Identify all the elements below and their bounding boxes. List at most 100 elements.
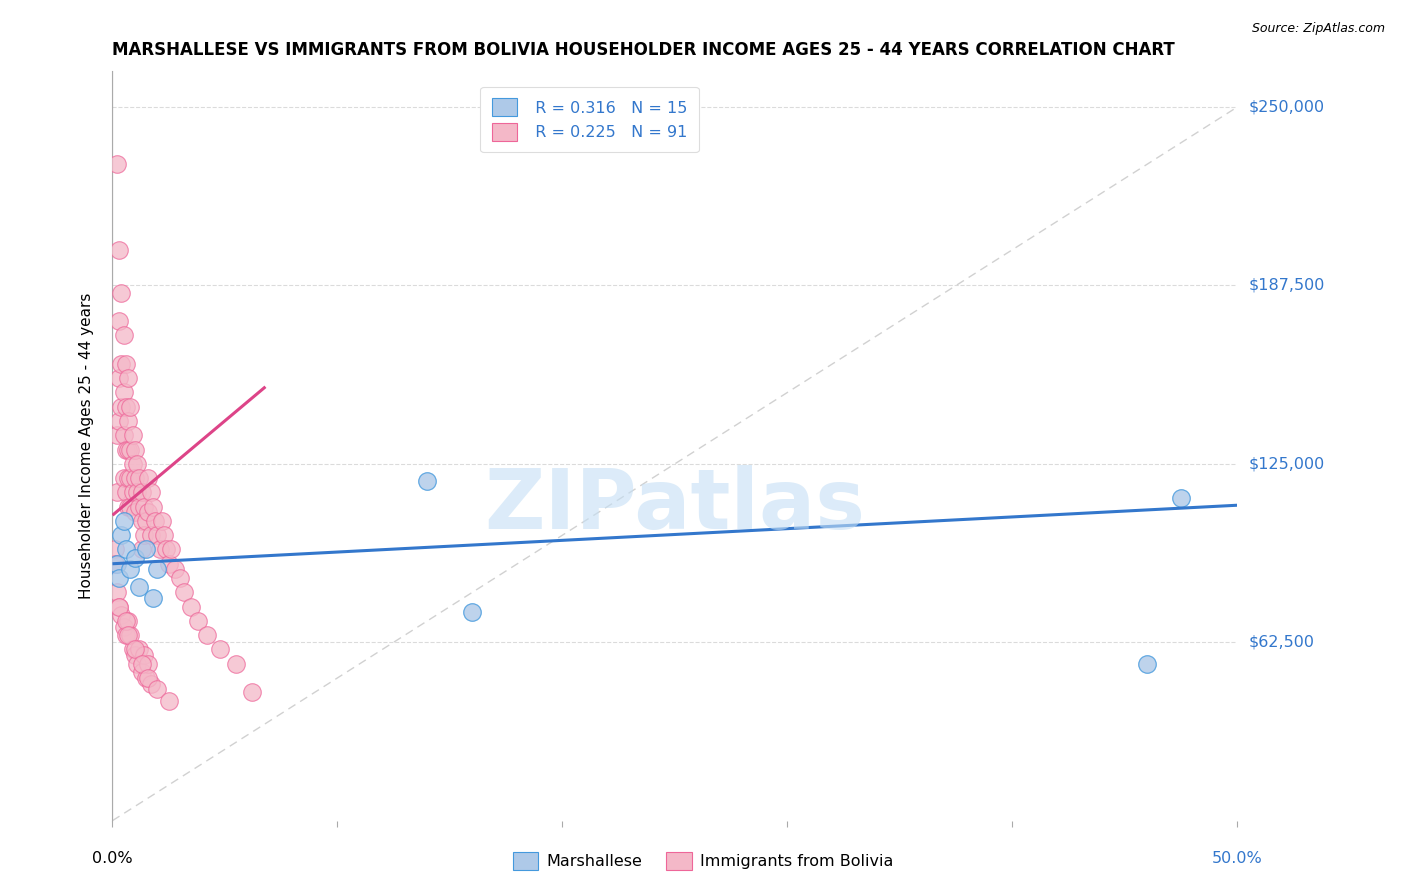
Point bbox=[112, 428, 135, 442]
Point bbox=[120, 471, 142, 485]
Point bbox=[124, 648, 146, 662]
Point bbox=[131, 542, 153, 557]
Point bbox=[121, 457, 143, 471]
Point bbox=[180, 599, 202, 614]
Point bbox=[127, 485, 149, 500]
Point bbox=[117, 500, 139, 514]
Point bbox=[112, 385, 135, 400]
Point bbox=[173, 585, 195, 599]
Point bbox=[1170, 491, 1192, 505]
Point bbox=[105, 157, 128, 171]
Point bbox=[195, 628, 218, 642]
Point bbox=[135, 514, 157, 528]
Point bbox=[146, 682, 169, 697]
Point bbox=[139, 485, 162, 500]
Text: $125,000: $125,000 bbox=[1249, 457, 1324, 471]
Text: $187,500: $187,500 bbox=[1249, 278, 1324, 293]
Point bbox=[120, 500, 142, 514]
Point bbox=[110, 285, 132, 300]
Point bbox=[461, 605, 484, 619]
Point bbox=[187, 614, 209, 628]
Point bbox=[108, 599, 131, 614]
Point bbox=[225, 657, 247, 671]
Point bbox=[127, 457, 149, 471]
Point bbox=[160, 542, 183, 557]
Y-axis label: Householder Income Ages 25 - 44 years: Householder Income Ages 25 - 44 years bbox=[79, 293, 94, 599]
Point bbox=[105, 557, 128, 571]
Point bbox=[131, 657, 153, 671]
Point bbox=[104, 542, 127, 557]
Point bbox=[143, 514, 166, 528]
Point bbox=[138, 505, 160, 519]
Point bbox=[117, 442, 139, 457]
Point bbox=[105, 485, 128, 500]
Point bbox=[1136, 657, 1159, 671]
Legend:   R = 0.316   N = 15,   R = 0.225   N = 91: R = 0.316 N = 15, R = 0.225 N = 91 bbox=[481, 87, 699, 153]
Point bbox=[124, 642, 146, 657]
Point bbox=[110, 357, 132, 371]
Point bbox=[121, 642, 143, 657]
Point bbox=[128, 642, 150, 657]
Point bbox=[120, 562, 142, 576]
Point bbox=[110, 400, 132, 414]
Point bbox=[127, 657, 149, 671]
Point bbox=[135, 542, 157, 557]
Point bbox=[112, 328, 135, 343]
Point bbox=[139, 528, 162, 542]
Point bbox=[128, 500, 150, 514]
Point bbox=[165, 562, 187, 576]
Point bbox=[120, 442, 142, 457]
Point bbox=[117, 471, 139, 485]
Point bbox=[108, 243, 131, 257]
Point bbox=[124, 471, 146, 485]
Point bbox=[115, 542, 138, 557]
Point bbox=[120, 628, 142, 642]
Point bbox=[146, 562, 169, 576]
Point bbox=[139, 676, 162, 690]
Text: 0.0%: 0.0% bbox=[93, 851, 132, 866]
Point bbox=[135, 671, 157, 685]
Point bbox=[108, 371, 131, 385]
Point bbox=[124, 442, 146, 457]
Point bbox=[115, 400, 138, 414]
Point bbox=[131, 514, 153, 528]
Point bbox=[115, 485, 138, 500]
Point bbox=[128, 471, 150, 485]
Text: 50.0%: 50.0% bbox=[1212, 851, 1263, 866]
Point bbox=[108, 571, 131, 585]
Point bbox=[117, 371, 139, 385]
Point bbox=[142, 500, 165, 514]
Point bbox=[416, 474, 439, 488]
Text: Source: ZipAtlas.com: Source: ZipAtlas.com bbox=[1251, 22, 1385, 36]
Point bbox=[138, 471, 160, 485]
Point bbox=[120, 400, 142, 414]
Point bbox=[153, 528, 176, 542]
Point bbox=[104, 557, 127, 571]
Point bbox=[110, 528, 132, 542]
Point bbox=[132, 500, 155, 514]
Text: $62,500: $62,500 bbox=[1249, 635, 1315, 649]
Point bbox=[115, 628, 138, 642]
Point bbox=[115, 442, 138, 457]
Point bbox=[169, 571, 191, 585]
Point bbox=[108, 314, 131, 328]
Point bbox=[240, 685, 263, 699]
Point bbox=[115, 357, 138, 371]
Point bbox=[131, 665, 153, 680]
Point bbox=[149, 542, 172, 557]
Point bbox=[138, 657, 160, 671]
Point bbox=[110, 608, 132, 623]
Point bbox=[209, 642, 232, 657]
Point bbox=[142, 591, 165, 605]
Point bbox=[105, 428, 128, 442]
Point bbox=[112, 619, 135, 633]
Point bbox=[121, 485, 143, 500]
Point bbox=[150, 514, 173, 528]
Point bbox=[117, 414, 139, 428]
Point bbox=[108, 599, 131, 614]
Point bbox=[115, 614, 138, 628]
Point bbox=[132, 648, 155, 662]
Point bbox=[155, 542, 177, 557]
Point bbox=[124, 505, 146, 519]
Point bbox=[128, 580, 150, 594]
